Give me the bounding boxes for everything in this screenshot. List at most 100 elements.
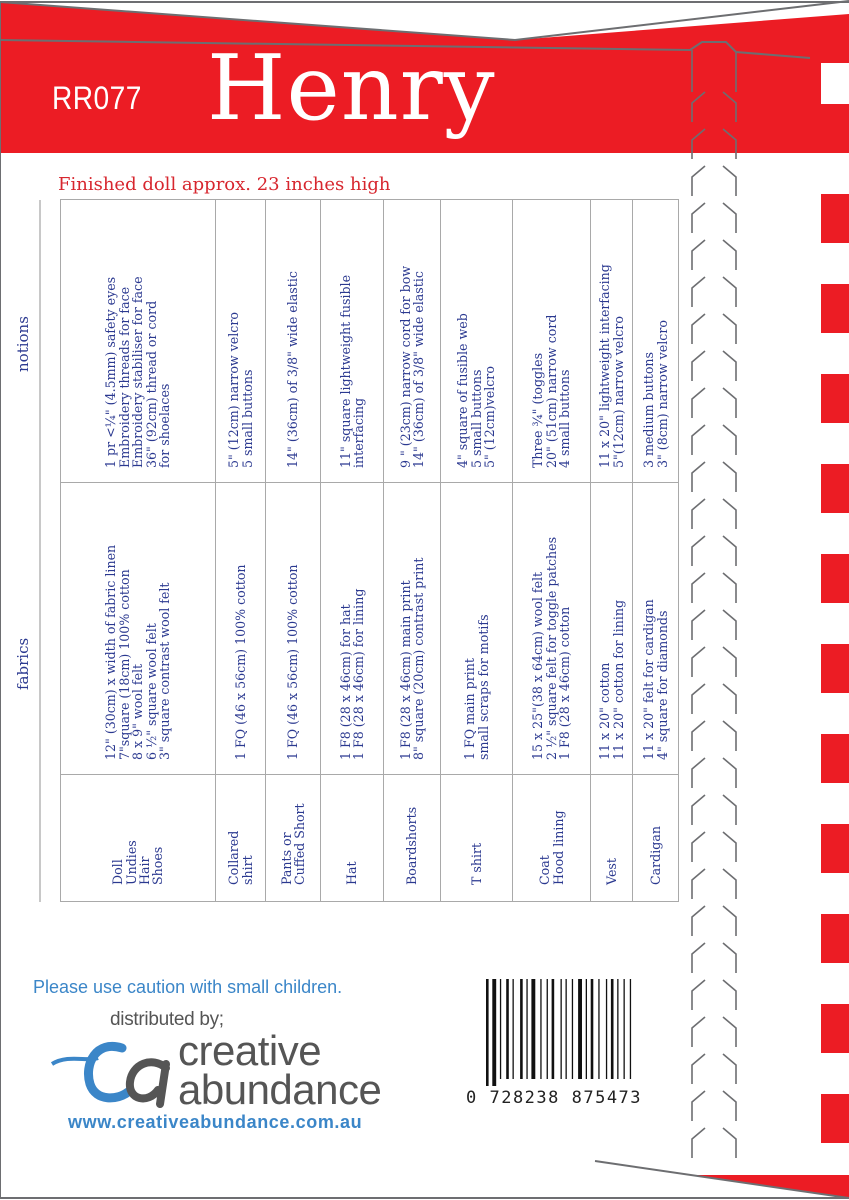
fabrics-cell: 11 x 20" felt for cardigan 4" square for … [632,482,679,775]
fabrics-line: 1 FQ (46 x 56cm) 100% cotton [285,564,301,760]
fabrics-line: 1 F8 (28 x 46cm) cotton [557,606,573,760]
fabrics-line: 12" (30cm) x width of fabric linen [103,544,119,760]
name-line: Hair [137,856,152,885]
barcode-bars [486,979,632,1086]
name-line: Undies [123,840,139,885]
pattern-code: RR077 [52,80,142,116]
fabrics-cell: 1 F8 (28 x 46cm) main print 8" square (20… [383,482,441,775]
notions-line: 3 medium buttons [641,351,657,468]
creative-abundance-monogram-logo [50,1041,170,1108]
fabrics-label: fabrics [14,637,32,690]
name-line: Doll [110,859,126,885]
notions-cell: 14" (36cm) of 3/8" wide elastic [265,199,321,483]
garment-name-cell: T shirt [440,774,513,902]
notions-line: 4 small buttons [557,369,573,468]
notions-line: 11" square lightweight fusible [337,274,353,468]
red-header-band [0,2,849,153]
distributor-website-link[interactable]: www.creativeabundance.com.au [68,1112,363,1132]
garment-name-cell: Coat Hood lining [512,774,591,902]
table-row: Pants or Cuffed Short 1 FQ (46 x 56cm) 100… [265,199,321,902]
fabrics-line: 8" square (20cm) contrast print [411,557,426,760]
stitch-zipper-line [691,50,737,1158]
notions-line: interfacing [351,397,366,468]
notions-cell: 9 " (23cm) narrow cord for bow 14" (36cm)… [383,199,441,483]
notions-cell: 3 medium buttons 3" (8cm) narrow velcro [632,199,679,483]
fabrics-line: 2 ½" square felt for toggle patches [543,536,559,760]
fabrics-line: 11 x 20" felt for cardigan [641,599,657,760]
notions-line: 5" (12cm) narrow velcro [226,312,242,468]
notions-line: 3" (8cm) narrow velcro [654,320,670,468]
fabrics-cell: 1 FQ (46 x 56cm) 100% cotton [265,482,321,775]
name-line: Vest [603,858,619,885]
fabrics-cell: 15 x 25"(38 x 64cm) wool felt 2 ½" square… [512,482,591,775]
requirements-table: Doll Undies Hair Shoes 12" (30cm) x width of… [60,199,679,902]
notions-line: 5 small buttons [468,369,484,468]
fabrics-line: small scraps for motifs [475,614,491,760]
fabrics-line: 15 x 25"(38 x 64cm) wool felt [530,571,546,760]
distributor-name-line1: creative [178,1027,322,1074]
name-line: Boardshorts [404,806,420,885]
name-line: Pants or [278,832,294,885]
name-line: Cardigan [647,826,663,885]
notions-cell: 4" square of fusible web 5 small buttons 5… [440,199,513,483]
name-line: Collared [226,830,242,885]
notions-line: 14" (36cm) of 3/8" wide elastic [285,271,301,468]
notions-cell: 5" (12cm) narrow velcro 5 small buttons [215,199,266,483]
notions-line: for shoelaces [157,383,173,468]
name-line: Coat [537,855,553,885]
name-line: Shoes [150,846,166,885]
table-row: T shirt 1 FQ main print small scraps for m… [440,199,513,902]
notions-cell: 11" square lightweight fusible interfacin… [320,199,384,483]
notions-line: 11 x 20" lightweight interfacing [597,264,613,468]
fabrics-line: 1 FQ (46 x 56cm) 100% cotton [232,564,248,760]
fabrics-cell: 1 FQ (46 x 56cm) 100% cotton [215,482,266,775]
garment-name-cell: Cardigan [632,774,679,902]
barcode-number: 0 728238 875473 [466,1088,643,1108]
notions-line: 14" (36cm) of 3/8" wide elastic [411,271,426,468]
name-line: Hood lining [550,810,566,885]
notions-line: 1 pr <¼" (4.5mm) safety eyes [103,276,119,468]
name-line: Hat [344,861,360,885]
name-line: Cuffed Short [292,803,307,885]
table-row: Vest 11 x 20" cotton 11 x 20" cotton for l… [590,199,633,902]
table-row: Coat Hood lining 15 x 25"(38 x 64cm) wool … [512,199,591,902]
table-row: Hat 1 F8 (28 x 46cm) for hat 1 F8 (28 x 46… [320,199,384,902]
fabrics-line: 7"square (18cm) 100% cotton [116,569,132,760]
pattern-title: Henry [207,36,496,141]
notions-line: 5 small buttons [239,369,255,468]
distributed-by-label: distributed by; [110,1009,224,1030]
caution-note: Please use caution with small children. [33,977,343,997]
garment-name-cell: Vest [590,774,633,902]
finished-size-note: Finished doll approx. 23 inches high [58,174,391,195]
distributor-name-line2: abundance [178,1066,382,1113]
red-white-stripe-edge [821,63,849,1175]
fabrics-cell: 1 F8 (28 x 46cm) for hat 1 F8 (28 x 46cm)… [320,482,384,775]
fabrics-line: 8 x 9" wool felt [130,663,146,760]
garment-name-cell: Pants or Cuffed Short [265,774,321,902]
fabrics-cell: 1 FQ main print small scraps for motifs [440,482,513,775]
fabrics-line: 1 FQ main print [462,658,478,760]
fabrics-cell: 12" (30cm) x width of fabric linen 7"squa… [60,482,216,775]
garment-name-cell: Boardshorts [383,774,441,902]
fabrics-line: 4" square for diamonds [654,610,670,760]
table-row: Cardigan 11 x 20" felt for cardigan 4" squ… [632,199,679,902]
fabrics-line: 6 ½" square wool felt [143,623,159,760]
name-line: shirt [239,855,255,885]
table-row: Boardshorts 1 F8 (28 x 46cm) main print 8"… [383,199,441,902]
notions-line: Embroidery threads for face [116,286,132,468]
notions-line: Embroidery stabiliser for face [130,276,146,468]
garment-name-cell: Doll Undies Hair Shoes [60,774,216,902]
notions-cell: 11 x 20" lightweight interfacing 5"(12cm)… [590,199,633,483]
notions-line: 5"(12cm) narrow velcro [610,316,626,468]
fabrics-line: 3" square contrast wool felt [157,582,173,760]
name-line: T shirt [468,842,484,885]
fabrics-cell: 11 x 20" cotton 11 x 20" cotton for linin… [590,482,633,775]
table-row: Doll Undies Hair Shoes 12" (30cm) x width of… [60,199,216,902]
notions-cell: 1 pr <¼" (4.5mm) safety eyes Embroidery t… [60,199,216,483]
fabrics-line: 1 F8 (28 x 46cm) for lining [351,588,366,760]
notions-line: 20" (51cm) narrow cord [543,314,559,468]
garment-name-cell: Collared shirt [215,774,266,902]
fabrics-line: 1 F8 (28 x 46cm) main print [397,580,413,760]
